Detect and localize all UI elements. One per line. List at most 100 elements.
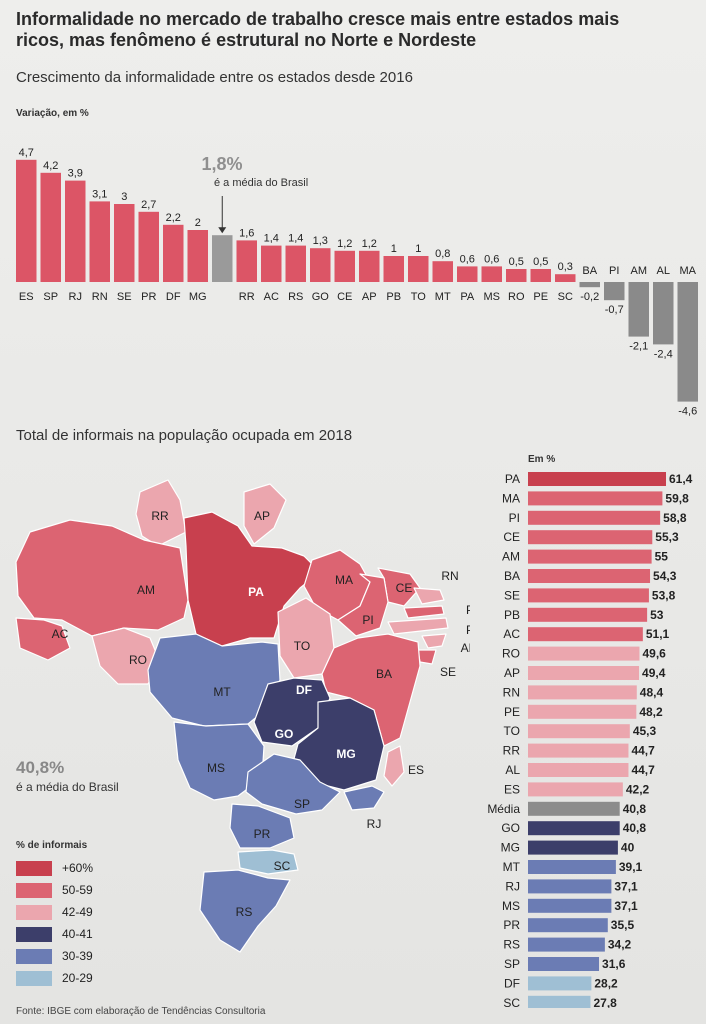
value-label-MT: 0,8 xyxy=(435,248,450,260)
bar-ES xyxy=(16,159,37,282)
hbar-RN xyxy=(528,685,637,700)
state-label-RS: RS xyxy=(236,905,253,919)
category-label-MS: MS xyxy=(484,291,501,303)
legend-label: 42-49 xyxy=(62,905,93,919)
hbar-SC xyxy=(528,995,591,1008)
hbar-value-RN: 48,4 xyxy=(640,685,664,699)
brazil-map: RR AP AM PA MA CE RN PB PE AL SE PI TO BA AC RO MT DF GO MG… xyxy=(15,479,470,953)
hbar-category-GO: GO xyxy=(501,821,520,835)
bar-TO xyxy=(408,256,429,282)
hbar-MA xyxy=(528,491,663,506)
hbar-category-PB: PB xyxy=(504,608,520,622)
category-label-RJ: RJ xyxy=(69,291,82,303)
state-label-PE: PE xyxy=(466,623,470,637)
bar-PB xyxy=(383,256,404,282)
legend-item: 42-49 xyxy=(16,901,93,923)
value-label-AM: -2,1 xyxy=(629,341,648,353)
hbar-category-PE: PE xyxy=(504,705,520,719)
legend-swatch xyxy=(16,926,52,942)
hbar-RO xyxy=(528,646,640,661)
state-label-CE: CE xyxy=(396,581,413,595)
hbar-category-RS: RS xyxy=(503,938,520,952)
value-label-MG: 2 xyxy=(195,217,201,229)
bar-SC xyxy=(555,274,576,282)
bar-SP xyxy=(40,172,61,282)
map-legend: % de informais +60% 50-59 42-49 40-41 30-39 2… xyxy=(16,840,93,989)
state-AL xyxy=(421,633,447,649)
hbar-category-BA: BA xyxy=(504,569,520,583)
hbar-TO xyxy=(528,724,630,739)
category-label-SE: SE xyxy=(117,291,132,303)
hbar-category-RN: RN xyxy=(503,685,520,699)
state-RR xyxy=(135,479,187,547)
state-label-PR: PR xyxy=(254,827,271,841)
hbar-value-RR: 44,7 xyxy=(631,744,655,758)
category-label-AM: AM xyxy=(631,265,648,277)
value-label-BA: -0,2 xyxy=(580,291,599,303)
bar-GO xyxy=(310,248,331,282)
state-label-PA: PA xyxy=(248,585,264,599)
hbar-value-AP: 49,4 xyxy=(642,666,666,680)
hbar-value-MA: 59,8 xyxy=(665,491,689,505)
bar-AC xyxy=(261,245,282,282)
hbar-category-MS: MS xyxy=(502,899,520,913)
state-PE xyxy=(387,617,449,635)
category-label-AC: AC xyxy=(264,291,279,303)
category-label-MT: MT xyxy=(435,291,451,303)
legend-rows: +60% 50-59 42-49 40-41 30-39 20-29 xyxy=(16,857,93,989)
hbar-PI xyxy=(528,510,661,525)
hbar-value-AC: 51,1 xyxy=(646,627,670,641)
state-SE xyxy=(417,649,437,665)
bar-MG xyxy=(187,230,208,282)
bar-AM xyxy=(628,282,649,337)
hbar-GO xyxy=(528,821,620,836)
hbar-value-SP: 31,6 xyxy=(602,957,626,971)
hbar-value-TO: 45,3 xyxy=(633,724,657,738)
value-label-ES: 4,7 xyxy=(19,147,34,159)
category-label-PI: PI xyxy=(609,265,619,277)
state-RN xyxy=(413,587,445,605)
value-label-PB: 1 xyxy=(391,243,397,255)
hbar-value-MS: 37,1 xyxy=(614,899,638,913)
hbar-BA xyxy=(528,569,651,583)
hbar-category-AL: AL xyxy=(505,763,520,777)
state-label-AC: AC xyxy=(52,627,69,641)
hbar-PB xyxy=(528,607,648,622)
hbar-AC xyxy=(528,627,643,642)
hbar-category-AM: AM xyxy=(502,550,520,564)
hbar-category-SE: SE xyxy=(504,588,520,602)
hbar-category-SC: SC xyxy=(503,996,520,1008)
bar-RJ xyxy=(65,180,86,282)
legend-label: 40-41 xyxy=(62,927,93,941)
category-label-TO: TO xyxy=(411,291,427,303)
hbar-category-MT: MT xyxy=(503,860,521,874)
hbar-RR xyxy=(528,743,629,758)
hbar-category-AP: AP xyxy=(504,666,520,680)
state-MG xyxy=(291,697,385,791)
state-label-AL: AL xyxy=(461,641,470,655)
hbar-category-RO: RO xyxy=(502,647,520,661)
bar-CE xyxy=(334,250,355,282)
value-label-TO: 1 xyxy=(415,243,421,255)
state-PR xyxy=(229,803,295,849)
state-RJ xyxy=(343,785,385,811)
state-label-DF: DF xyxy=(296,683,312,697)
hbar-PA xyxy=(528,472,666,486)
category-label-PR: PR xyxy=(141,291,156,303)
value-label-SC: 0,3 xyxy=(558,261,573,273)
state-AM xyxy=(15,519,189,637)
bar-MT xyxy=(432,261,453,282)
hbar-value-ES: 42,2 xyxy=(626,782,650,796)
state-label-AP: AP xyxy=(254,509,270,523)
category-label-RO: RO xyxy=(508,291,525,303)
hbar-category-MA: MA xyxy=(502,491,520,505)
category-label-AP: AP xyxy=(362,291,377,303)
state-PI xyxy=(337,573,389,637)
hbar-value-PA: 61,4 xyxy=(669,472,693,486)
bar-PE xyxy=(530,269,551,282)
variation-bar-chart: 4,7 ES 4,2 SP 3,9 RJ 3,1 RN 3 SE 2,7 PR 2,2 DF 2 MG 1,8%… xyxy=(16,147,698,418)
category-label-GO: GO xyxy=(312,291,330,303)
category-label-MG: MG xyxy=(189,291,207,303)
value-label-SE: 3 xyxy=(121,191,127,203)
